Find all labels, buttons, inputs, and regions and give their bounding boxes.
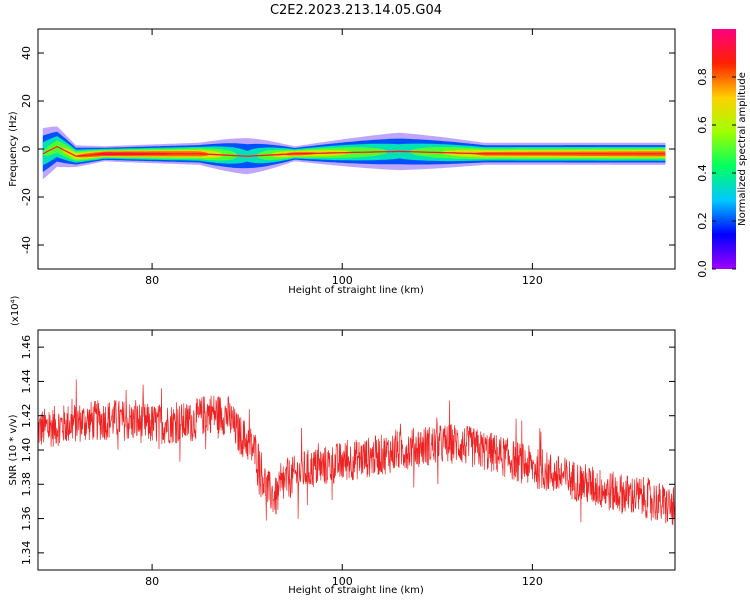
colorbar-tick-label: 0.6 [696,116,709,134]
spectrogram-ytick-label: -40 [20,236,33,254]
colorbar-tick-label: 0.2 [696,212,709,230]
snr-series-line [38,379,675,526]
snr-ytick-label: 1.36 [20,506,33,531]
snr-ytick-label: 1.34 [20,541,33,566]
snr-ylabel: SNR (10 * v/v) [8,414,19,485]
colorbar-label: Normalized spectral amplitude [737,72,748,226]
colorbar-tick-label: 0.4 [696,164,709,182]
snr-xtick-label: 100 [332,575,353,588]
colorbar: 0.0 0.2 0.4 0.6 0.8 Normalized spectral ampl… [696,29,748,278]
snr-ytick-label: 1.44 [20,369,33,394]
spectrogram-xlabel: Height of straight line (km) [288,285,424,296]
spectrogram-ytick-label: 40 [20,46,33,60]
snr-exponent-label: (x10⁴) [10,295,21,326]
colorbar-tick-label: 0.0 [696,260,709,278]
spectrogram-xtick-label: 100 [332,274,353,287]
spectrogram-panel: 80 100 120 -40 -20 0 20 40 Height of straight l… [8,28,676,296]
snr-xlabel: Height of straight line (km) [288,585,424,596]
snr-xtick-label: 80 [145,575,159,588]
figure-title: C2E2.2023.213.14.05.G04 [270,3,442,18]
spectrogram-image [42,126,666,180]
spectrogram-xtick-label: 120 [522,274,543,287]
spectrogram-xtick-label: 80 [145,274,159,287]
snr-ytick-label: 1.46 [20,335,33,360]
spectrogram-ytick-label: -20 [20,188,33,206]
spectrogram-ylabel: Frequency (Hz) [8,111,19,187]
snr-xtick-label: 120 [522,575,543,588]
spectrogram-ytick-label: 20 [20,94,33,108]
colorbar-tick-label: 0.8 [696,68,709,86]
snr-ytick-label: 1.38 [20,472,33,497]
spectrogram-contour-band [42,146,666,157]
snr-ytick-label: 1.42 [20,403,33,428]
spectrogram-ytick-label: 0 [20,146,33,153]
snr-panel: 80 100 120 1.34 1.36 1.38 1.40 1.42 1.44 1.46 Hei… [8,295,676,596]
colorbar-gradient [712,29,736,269]
snr-ytick-label: 1.40 [20,438,33,463]
